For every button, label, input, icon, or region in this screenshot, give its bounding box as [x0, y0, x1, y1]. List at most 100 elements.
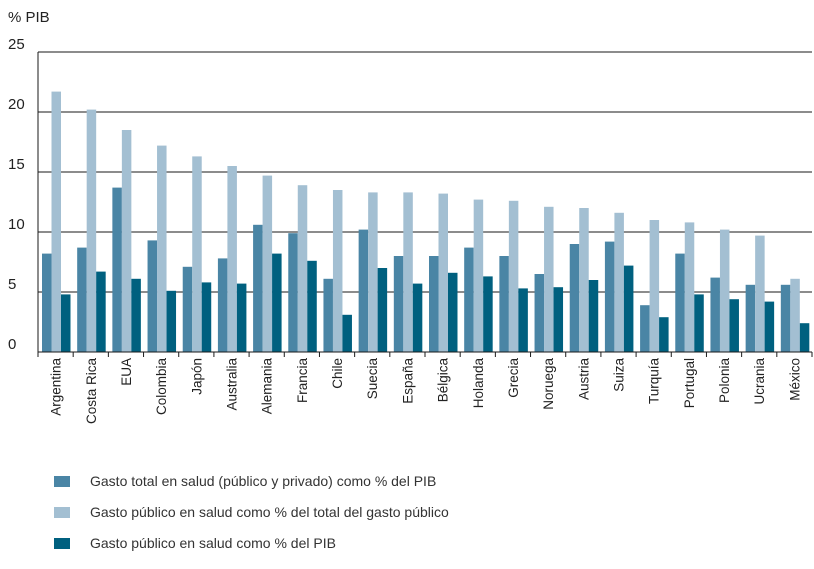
bar [745, 284, 756, 352]
y-tick-label: 5 [8, 276, 16, 293]
bar [227, 166, 237, 352]
bar [429, 256, 439, 352]
legend-swatch [54, 537, 70, 549]
x-tick-label: Portugal [682, 358, 697, 408]
bar [614, 212, 624, 352]
bar [121, 130, 132, 352]
bar [780, 284, 791, 352]
legend-item: Gasto total en salud (público y privado)… [52, 472, 449, 490]
bar [157, 145, 167, 352]
bar [604, 241, 615, 352]
legend-label: Gasto total en salud (público y privado)… [90, 473, 437, 489]
x-tick-label: Austria [576, 358, 591, 401]
bar [166, 290, 177, 352]
x-tick-label: Noruega [541, 358, 556, 410]
bar [483, 276, 493, 352]
bar [464, 247, 474, 352]
x-tick-label: Costa Rica [84, 358, 99, 425]
y-tick-label: 20 [8, 96, 25, 113]
bar [755, 235, 765, 352]
bar [569, 244, 580, 352]
bar [77, 247, 87, 352]
legend: Gasto total en salud (público y privado)… [52, 472, 449, 565]
bar [86, 109, 97, 352]
bar [192, 156, 202, 352]
x-tick-label: Ucrania [752, 358, 767, 405]
bar [729, 299, 739, 352]
bar [131, 278, 141, 352]
bar [588, 280, 599, 352]
x-tick-label: Suiza [612, 358, 627, 392]
x-tick-label: Japón [189, 358, 204, 395]
bar [534, 274, 545, 352]
bar [579, 208, 589, 352]
legend-swatch [54, 475, 70, 487]
bar [412, 283, 423, 352]
x-tick-label: Suecia [365, 358, 380, 400]
x-tick-label: Polonia [717, 358, 732, 404]
y-tick-label: 0 [8, 336, 16, 353]
y-tick-label: 15 [8, 156, 25, 173]
x-tick-label: EUA [119, 358, 134, 386]
bar [368, 192, 378, 352]
bar [684, 222, 695, 352]
bar [553, 287, 564, 352]
legend-item: Gasto público en salud como % del PIB [52, 534, 449, 552]
bar [544, 206, 554, 352]
y-axis-unit-label: % PIB [8, 9, 50, 26]
bar [403, 192, 413, 352]
bar [377, 268, 388, 352]
y-tick-labels: 0 5 10 15 20 25 [8, 36, 25, 353]
x-tick-label: México [787, 358, 802, 401]
bar [147, 240, 158, 352]
bar [332, 190, 343, 352]
x-tick-label: Holanda [471, 358, 486, 409]
bar [438, 193, 448, 352]
bar [323, 278, 333, 352]
bar [262, 175, 273, 352]
x-tick-label: Alemania [260, 358, 275, 415]
bar [288, 233, 298, 352]
bar [694, 294, 704, 352]
bar [448, 272, 458, 352]
bar [790, 278, 800, 352]
x-tick-labels: Argentina Costa Rica EUA Colombia Japón Austr… [49, 358, 803, 425]
bar [217, 258, 228, 352]
bar [649, 220, 660, 352]
bar [499, 256, 509, 352]
y-tick-label: 10 [8, 216, 25, 233]
x-tick-label: Turquía [647, 358, 662, 405]
bar [799, 323, 810, 352]
bar [201, 282, 212, 352]
bar [182, 266, 193, 352]
bar [236, 283, 247, 352]
bar [659, 317, 669, 352]
x-tick-label: Argentina [49, 358, 64, 416]
axes [37, 52, 813, 357]
bar [623, 265, 634, 352]
legend-label: Gasto público en salud como % del PIB [90, 535, 336, 551]
bar [358, 229, 369, 352]
bar [51, 91, 61, 352]
bar [112, 187, 122, 352]
bar [307, 260, 317, 352]
bar [253, 224, 263, 352]
x-tick-label: Australia [225, 358, 240, 411]
legend-swatch [54, 506, 70, 518]
y-tick-label: 25 [8, 36, 25, 53]
x-tick-label: Francia [295, 358, 310, 404]
bar [710, 277, 720, 352]
bar [61, 294, 71, 352]
bar [342, 314, 352, 352]
bar [96, 271, 106, 352]
bar [640, 305, 650, 352]
legend-item: Gasto público en salud como % del total … [52, 503, 449, 521]
legend-label: Gasto público en salud como % del total … [90, 504, 449, 520]
bar [272, 253, 282, 352]
bar [675, 253, 685, 352]
bars [42, 91, 810, 352]
x-tick-label: España [400, 358, 415, 404]
bar [42, 253, 52, 352]
x-tick-label: Chile [330, 358, 345, 389]
